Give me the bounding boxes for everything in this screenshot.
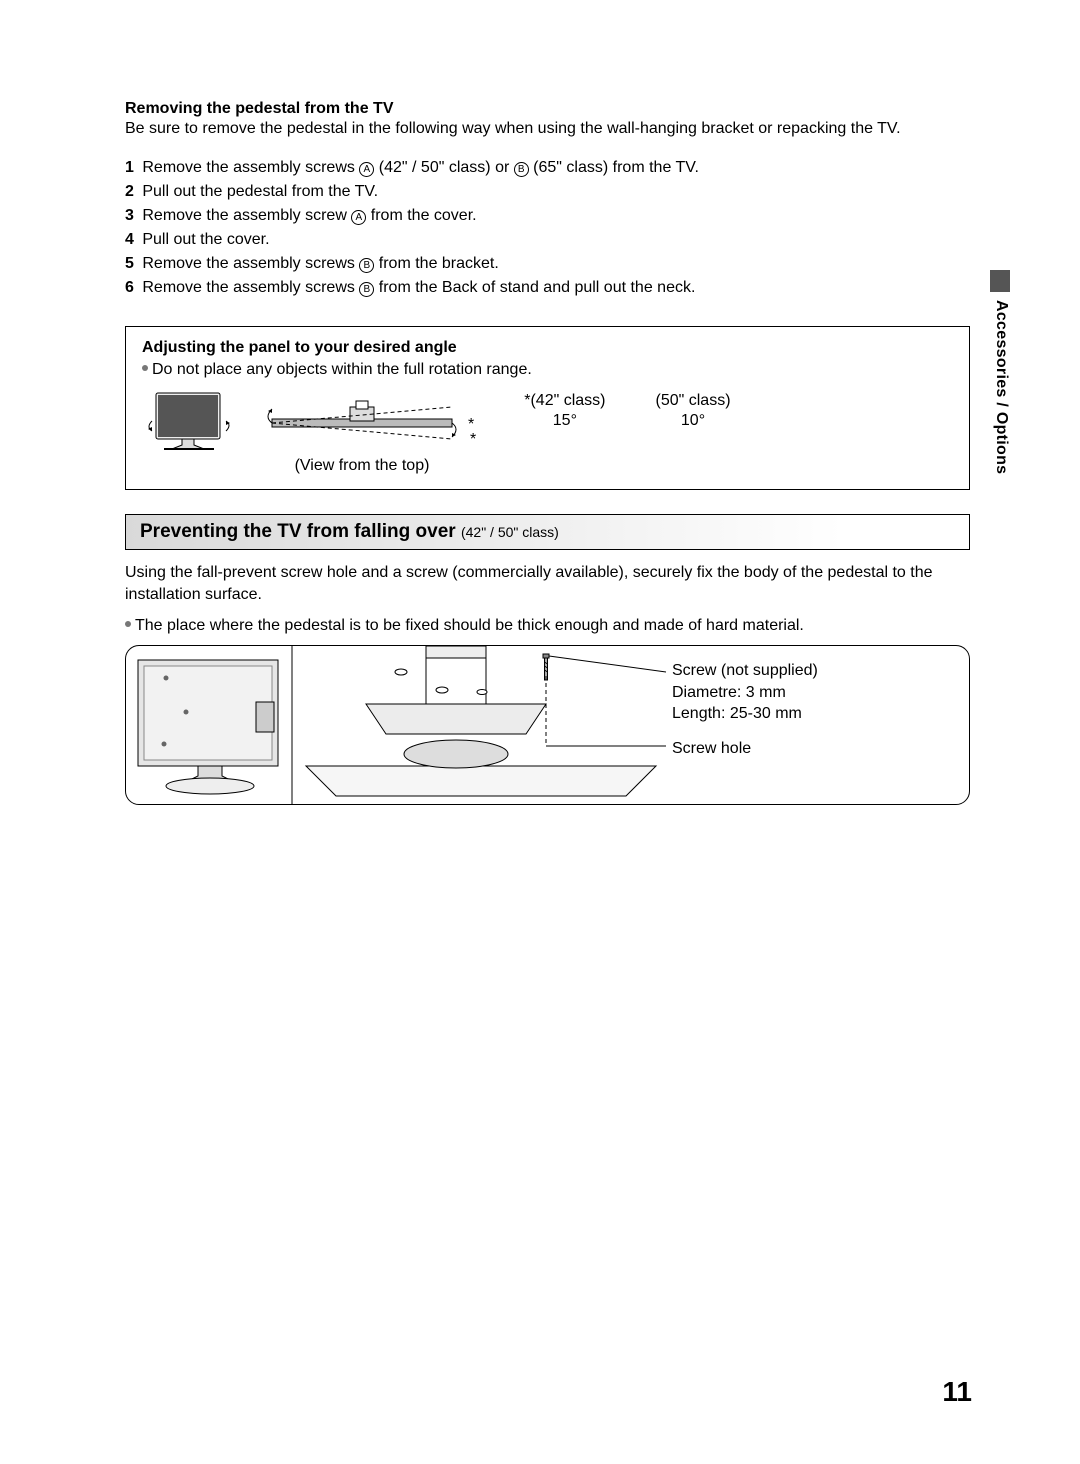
asterisk-icon: *	[470, 431, 476, 449]
step-text: Remove the assembly screw	[142, 207, 351, 224]
angle-label: *(42" class)	[524, 391, 605, 411]
step-num: 4	[125, 231, 134, 248]
step-text: Remove the assembly screws	[142, 255, 359, 272]
step-text: from the cover.	[366, 207, 476, 224]
step-text: Pull out the cover.	[142, 231, 269, 248]
step-num: 6	[125, 279, 134, 296]
step-1: 1 Remove the assembly screws A (42" / 50…	[125, 156, 970, 180]
removing-subtitle: Be sure to remove the pedestal in the fo…	[125, 120, 970, 138]
circled-a-icon: A	[359, 162, 374, 177]
step-text: from the bracket.	[374, 255, 499, 272]
bullet-icon	[142, 365, 148, 371]
step-num: 2	[125, 183, 134, 200]
sidebar-label: Accessories / Options	[992, 300, 1010, 474]
tv-top-diagram	[262, 393, 462, 453]
callout-screw: Screw (not supplied) Diametre: 3 mm Leng…	[672, 660, 818, 725]
page-number: 11	[942, 1376, 972, 1408]
callout-line: Diametre: 3 mm	[672, 682, 818, 704]
circled-b-icon: B	[359, 258, 374, 273]
view-caption: (View from the top)	[262, 457, 462, 475]
step-num: 5	[125, 255, 134, 272]
preventing-bullet: The place where the pedestal is to be fi…	[125, 615, 970, 637]
step-6: 6 Remove the assembly screws B from the …	[125, 276, 970, 300]
step-text: (42" / 50" class) or	[374, 159, 513, 176]
pedestal-diagram	[126, 646, 956, 805]
adjusting-title: Adjusting the panel to your desired angl…	[142, 339, 953, 357]
sidebar-tab	[990, 270, 1010, 292]
step-text: Remove the assembly screws	[142, 159, 359, 176]
step-text: Pull out the pedestal from the TV.	[142, 183, 378, 200]
bullet-text: Do not place any objects within the full…	[152, 361, 532, 378]
callout-line: Length: 25-30 mm	[672, 703, 818, 725]
bullet-text: The place where the pedestal is to be fi…	[135, 617, 804, 634]
step-num: 3	[125, 207, 134, 224]
heading-sub: (42" / 50" class)	[461, 524, 559, 540]
angle-label: (50" class)	[656, 391, 731, 411]
removing-steps: 1 Remove the assembly screws A (42" / 50…	[125, 156, 970, 300]
step-4: 4 Pull out the cover.	[125, 228, 970, 252]
step-text: from the Back of stand and pull out the …	[374, 279, 695, 296]
removing-title: Removing the pedestal from the TV	[125, 100, 970, 118]
callout-line: Screw (not supplied)	[672, 660, 818, 682]
callout-screw-hole: Screw hole	[672, 738, 751, 760]
circled-a-icon: A	[351, 210, 366, 225]
preventing-figure: Screw (not supplied) Diametre: 3 mm Leng…	[125, 645, 970, 805]
step-text: (65" class) from the TV.	[529, 159, 699, 176]
circled-b-icon: B	[514, 162, 529, 177]
heading-main: Preventing the TV from falling over	[140, 521, 461, 542]
preventing-para: Using the fall-prevent screw hole and a …	[125, 562, 970, 607]
step-3: 3 Remove the assembly screw A from the c…	[125, 204, 970, 228]
step-text: Remove the assembly screws	[142, 279, 359, 296]
circled-b-icon: B	[359, 282, 374, 297]
step-2: 2 Pull out the pedestal from the TV.	[125, 180, 970, 204]
bullet-icon	[125, 621, 131, 627]
angle-value: 15°	[524, 411, 605, 431]
angle-50: (50" class) 10°	[656, 391, 731, 431]
adjusting-bullet: Do not place any objects within the full…	[142, 361, 953, 379]
angle-42: *(42" class) 15°	[524, 391, 605, 431]
step-num: 1	[125, 159, 134, 176]
preventing-heading: Preventing the TV from falling over (42"…	[125, 514, 970, 550]
angle-value: 10°	[656, 411, 731, 431]
step-5: 5 Remove the assembly screws B from the …	[125, 252, 970, 276]
adjusting-box: Adjusting the panel to your desired angl…	[125, 326, 970, 490]
tv-side-diagram	[142, 387, 252, 463]
